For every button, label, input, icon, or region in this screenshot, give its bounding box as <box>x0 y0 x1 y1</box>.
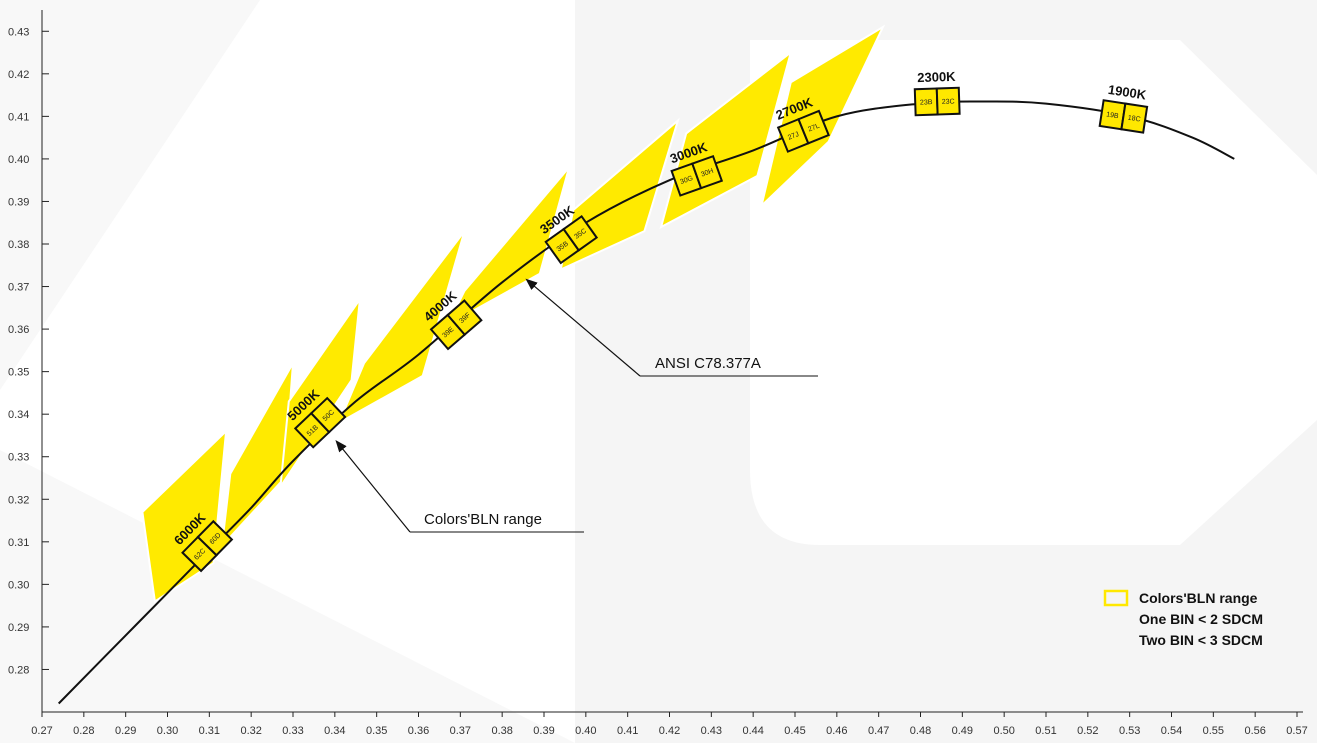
x-tick-label: 0.42 <box>659 725 680 737</box>
x-tick-label: 0.52 <box>1077 725 1098 737</box>
x-tick-label: 0.54 <box>1161 725 1182 737</box>
x-tick-label: 0.53 <box>1119 725 1140 737</box>
legend-item-2: One BIN < 2 SDCM <box>1139 611 1263 627</box>
y-ticks: 0.28 0.29 0.30 0.31 0.32 0.33 0.34 0.35 0.36 0.37… <box>8 26 49 676</box>
x-tick-label: 0.30 <box>157 725 178 737</box>
bin-cell-top <box>446 299 483 337</box>
axes <box>41 10 1303 713</box>
bin-label-top: 27L <box>807 123 821 134</box>
bin-label-top: 23C <box>942 98 955 105</box>
x-tick-label: 0.51 <box>1035 725 1056 737</box>
ansi-quad-4000k <box>336 230 466 425</box>
cct-label-2300k: 2300K <box>917 69 956 85</box>
legend-swatch <box>1103 589 1129 607</box>
x-tick-label: 0.33 <box>282 725 303 737</box>
x-tick-label: 0.46 <box>826 725 847 737</box>
bin-cell-top <box>562 214 599 252</box>
x-tick-label: 0.48 <box>910 725 931 737</box>
x-tick-label: 0.40 <box>575 725 596 737</box>
annotation-2-text: Colors'BLN range <box>424 511 542 528</box>
y-tick-label: 0.29 <box>8 622 29 634</box>
x-tick-label: 0.49 <box>952 725 973 737</box>
bin-label-top: 30H <box>700 168 714 179</box>
annotation-2-arrow <box>335 439 411 533</box>
x-tick-label: 0.36 <box>408 725 429 737</box>
x-tick-label: 0.38 <box>491 725 512 737</box>
bin-box-2300k: 23B 23C 2300K <box>913 69 961 117</box>
bin-cell-top <box>196 519 234 557</box>
legend-item-3: Two BIN < 3 SDCM <box>1139 632 1263 648</box>
bin-cell-top <box>797 109 830 145</box>
y-tick-label: 0.28 <box>8 664 29 676</box>
ansi-quad-5000k <box>279 295 362 488</box>
y-tick-label: 0.36 <box>8 324 29 336</box>
y-tick-label: 0.41 <box>8 111 29 123</box>
x-tick-label: 0.44 <box>742 725 763 737</box>
legend: Colors'BLN range One BIN < 2 SDCM Two BI… <box>1103 589 1263 648</box>
x-tick-label: 0.39 <box>533 725 554 737</box>
x-tick-label: 0.45 <box>784 725 805 737</box>
x-tick-label: 0.50 <box>993 725 1014 737</box>
y-tick-label: 0.40 <box>8 154 29 166</box>
x-tick-label: 0.29 <box>115 725 136 737</box>
legend-item-1: Colors'BLN range <box>1139 590 1258 606</box>
annotations: ANSI C78.377A Colors'BLN range <box>335 278 818 533</box>
bin-label-bottom: 19B <box>1106 111 1120 120</box>
y-tick-label: 0.37 <box>8 282 29 294</box>
x-tick-label: 0.37 <box>450 725 471 737</box>
bin-cell-top <box>935 86 961 116</box>
y-tick-label: 0.33 <box>8 452 29 464</box>
y-tick-label: 0.31 <box>8 537 29 549</box>
ansi-quadrangles <box>141 24 886 604</box>
y-tick-label: 0.32 <box>8 494 29 506</box>
bin-cell-top <box>309 396 347 434</box>
y-tick-label: 0.30 <box>8 579 29 591</box>
annotation-1-arrow <box>525 278 641 377</box>
y-tick-label: 0.42 <box>8 69 29 81</box>
x-tick-label: 0.43 <box>701 725 722 737</box>
bin-cell-top <box>1120 102 1149 134</box>
y-tick-label: 0.35 <box>8 367 29 379</box>
x-tick-label: 0.35 <box>366 725 387 737</box>
x-tick-label: 0.28 <box>73 725 94 737</box>
x-tick-label: 0.55 <box>1203 725 1224 737</box>
x-tick-label: 0.27 <box>31 725 52 737</box>
x-tick-label: 0.31 <box>199 725 220 737</box>
x-tick-label: 0.57 <box>1286 725 1307 737</box>
y-tick-label: 0.38 <box>8 239 29 251</box>
bin-label-bottom: 23B <box>920 99 933 106</box>
x-tick-label: 0.34 <box>324 725 345 737</box>
y-tick-label: 0.34 <box>8 409 29 421</box>
bin-cell-top <box>691 154 724 190</box>
bin-label-bottom: 30G <box>679 175 694 186</box>
ansi-quad-2700k <box>759 24 886 209</box>
annotation-1-text: ANSI C78.377A <box>655 355 761 372</box>
y-tick-label: 0.43 <box>8 26 29 38</box>
y-tick-label: 0.39 <box>8 196 29 208</box>
x-tick-label: 0.47 <box>868 725 889 737</box>
bin-label-bottom: 27J <box>787 131 800 142</box>
bin-box-1900k: 19B 18C 1900K <box>1098 82 1149 134</box>
x-tick-label: 0.41 <box>617 725 638 737</box>
cct-label-1900k: 1900K <box>1107 82 1148 103</box>
ansi-quad-5000k <box>220 362 294 550</box>
x-ticks: 0.27 0.28 0.29 0.30 0.31 0.32 0.33 0.34 0.35 0.36… <box>31 712 1308 737</box>
bin-label-top: 18C <box>1127 115 1141 124</box>
x-tick-label: 0.56 <box>1244 725 1265 737</box>
x-tick-label: 0.32 <box>240 725 261 737</box>
